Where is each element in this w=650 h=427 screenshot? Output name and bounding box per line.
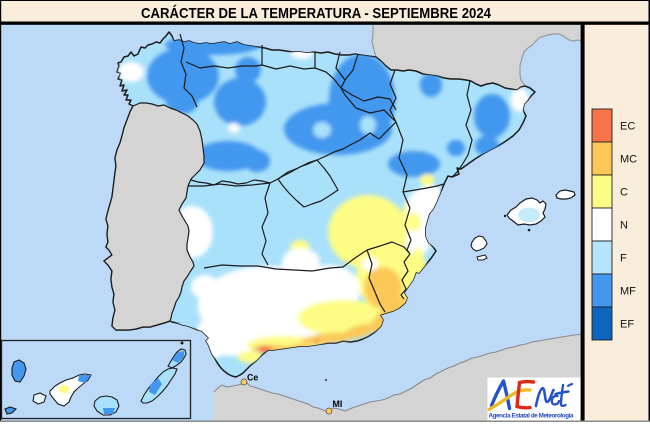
svg-text:EC: EC [620, 121, 635, 133]
svg-text:Agencia Estatal de Meteorologí: Agencia Estatal de Meteorología [489, 413, 575, 420]
svg-text:EF: EF [620, 319, 634, 331]
svg-text:F: F [620, 253, 627, 265]
svg-text:MC: MC [620, 154, 637, 166]
svg-text:MF: MF [620, 286, 636, 298]
svg-text:Ce: Ce [247, 373, 258, 383]
svg-text:C: C [620, 187, 628, 199]
svg-text:MI: MI [333, 399, 343, 409]
svg-text:N: N [620, 220, 628, 232]
svg-text:CARÁCTER DE LA TEMPERATURA - S: CARÁCTER DE LA TEMPERATURA - SEPTIEMBRE … [141, 5, 492, 22]
